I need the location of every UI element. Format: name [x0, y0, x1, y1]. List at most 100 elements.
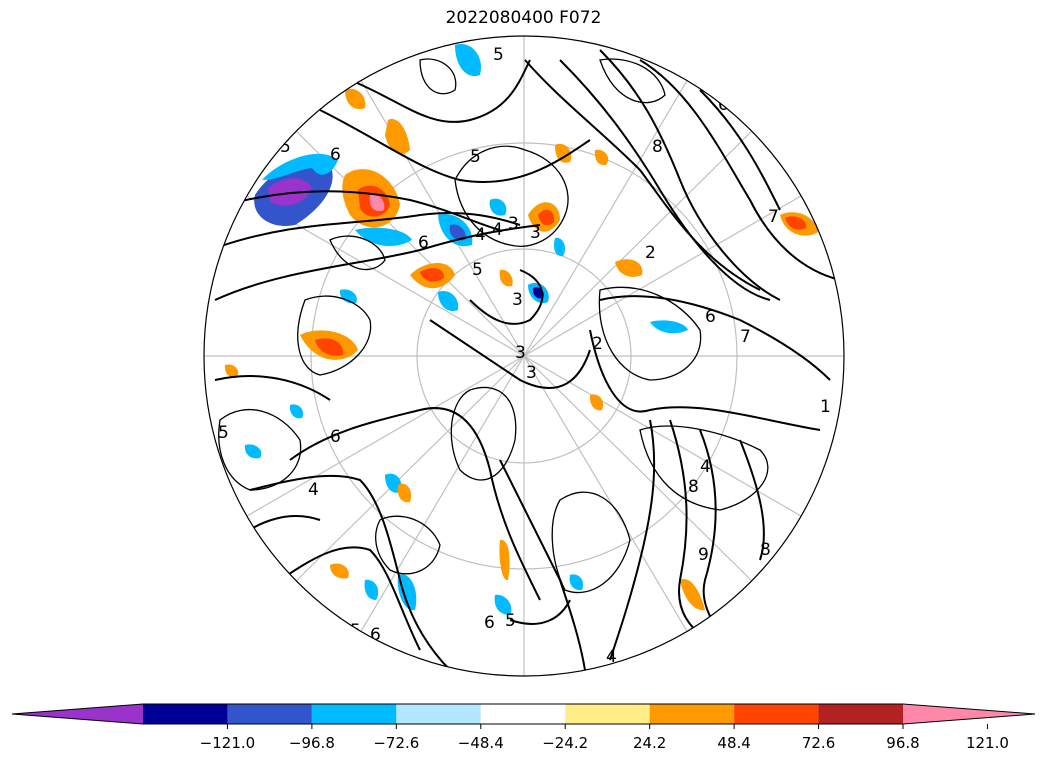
anomaly-patch — [369, 194, 385, 212]
anomaly-patch — [364, 579, 379, 600]
contour-label: 2 — [645, 243, 656, 263]
meridian — [246, 195, 802, 517]
colorbar-tick-label: 72.6 — [802, 734, 835, 752]
colorbar-segment — [818, 704, 903, 724]
anomaly-patch — [680, 579, 705, 611]
coastline — [599, 58, 666, 104]
colorbar-tick-label: 24.2 — [633, 734, 666, 752]
colorbar-extend-high — [903, 704, 1035, 724]
contour-label: 6 — [705, 307, 716, 327]
contour-line — [609, 419, 656, 661]
anomaly-patch — [397, 574, 417, 611]
contour-line — [249, 474, 451, 671]
contour-line — [589, 329, 821, 431]
contour-label: 8 — [652, 137, 663, 157]
contour-line — [289, 407, 541, 601]
anomaly-patch — [489, 198, 507, 216]
anomaly-patch — [385, 119, 410, 155]
anomaly-patch — [553, 237, 566, 257]
contour-label: 6 — [330, 145, 341, 165]
contour-label: 5 — [218, 423, 229, 443]
contour-label: 5 — [470, 147, 481, 167]
contour-label: 2 — [592, 334, 603, 354]
contour-label: 8 — [688, 477, 699, 497]
contour-line — [349, 59, 531, 123]
anomaly-patch — [224, 364, 239, 378]
anomaly-patch — [339, 289, 357, 304]
contour-label: 5 — [472, 260, 483, 280]
map-title: 2022080400 F072 — [445, 8, 602, 28]
contour-label: 6 — [484, 613, 495, 633]
coastline — [329, 235, 386, 271]
contour-label: 5 — [493, 45, 504, 65]
colorbar-outline — [11, 703, 1036, 725]
colorbar-tick-label: −72.6 — [373, 734, 419, 752]
colorbar-tick-label: 121.0 — [966, 734, 1009, 752]
contour-line — [669, 419, 711, 641]
colorbar-segment — [143, 704, 228, 724]
contour-label: 4 — [308, 480, 319, 500]
contour-line — [639, 59, 841, 281]
contour-line — [214, 375, 331, 401]
contour-line — [499, 459, 586, 671]
anomaly-patch — [438, 290, 459, 312]
height-contours — [209, 49, 841, 671]
map-boundary — [203, 35, 845, 677]
anomaly-patch — [555, 143, 572, 163]
contour-label: 5 — [280, 137, 291, 157]
coastline — [598, 286, 702, 381]
anomaly-patch — [594, 149, 609, 166]
contour-label: 6 — [418, 233, 429, 253]
contour-line — [279, 546, 421, 651]
contour-line — [524, 59, 761, 291]
anomaly-patch — [785, 216, 807, 230]
colorbar-segment — [311, 704, 397, 724]
anomaly-patch — [538, 209, 555, 226]
contour-line — [739, 439, 765, 561]
anomaly-patch — [244, 444, 262, 459]
contour-label: 3 — [508, 214, 519, 234]
contour-line — [224, 190, 501, 231]
contour-label: 3 — [515, 343, 526, 363]
anomaly-patch — [355, 227, 412, 246]
colorbar-tick-label: 96.8 — [886, 734, 919, 752]
contour-labels: 5 6 4 5 6 5 4 3 3 3 5 4 3 3 2 2 8 7 6 6 … — [218, 45, 831, 667]
contour-label: 4 — [475, 225, 486, 245]
anomaly-patch — [449, 224, 466, 241]
contour-label: 7 — [768, 207, 779, 227]
contour-label: 6 — [330, 427, 341, 447]
coastline — [551, 491, 631, 594]
coastlines — [218, 58, 769, 594]
colorbar-tick-label: −121.0 — [200, 734, 256, 752]
contour-label: 4 — [492, 220, 503, 240]
contour-line — [469, 269, 544, 325]
anomaly-patch — [315, 338, 344, 356]
anomaly-patch — [268, 178, 312, 206]
colorbar-tick-label: 48.4 — [717, 734, 750, 752]
contour-label: 7 — [740, 327, 751, 347]
contour-label: 4 — [700, 457, 711, 477]
anomaly-patch — [385, 473, 402, 493]
contour-line — [699, 429, 721, 631]
anomaly-patch — [262, 153, 338, 180]
anomaly-patch — [455, 44, 481, 77]
anomaly-patch — [615, 259, 643, 277]
coastline — [450, 386, 517, 481]
colorbar-tick-label: −48.4 — [458, 734, 504, 752]
anomaly-patch — [494, 594, 512, 615]
colorbar-extend-low — [12, 704, 143, 724]
contour-line — [429, 319, 591, 390]
colorbar-segment — [734, 704, 819, 724]
anomaly-fill — [224, 44, 818, 615]
coastline — [218, 408, 302, 491]
anomaly-patch — [397, 483, 412, 503]
contour-label: 3 — [526, 363, 537, 383]
coastline — [454, 145, 569, 247]
colorbar: −121.0 −96.8 −72.6 −48.4 −24.2 24.2 48.4 72.6 96… — [11, 703, 1036, 752]
contour-line — [319, 109, 591, 183]
anomaly-patch — [289, 404, 304, 419]
contour-line — [599, 295, 831, 381]
contour-label: 6 — [370, 625, 381, 645]
colorbar-segment — [565, 704, 650, 724]
